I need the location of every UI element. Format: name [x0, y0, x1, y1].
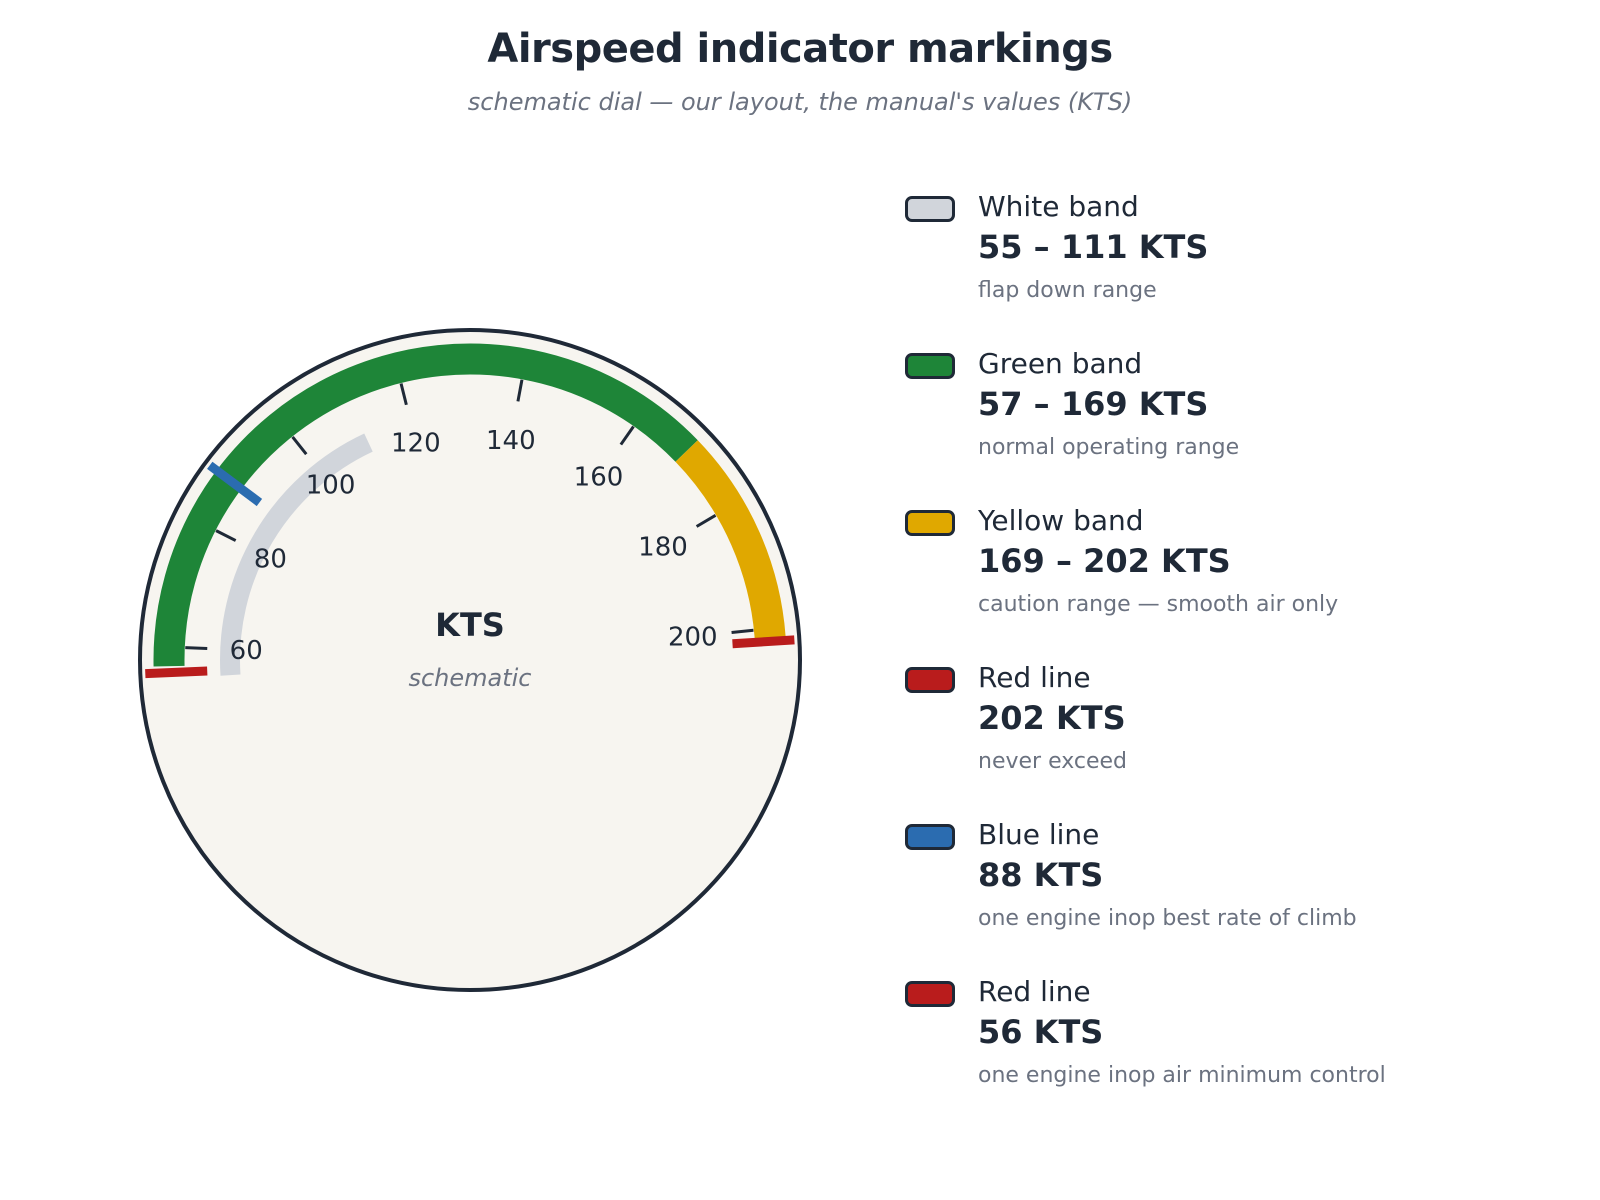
tick-label-60: 60 [230, 636, 263, 666]
legend-swatch [905, 824, 955, 850]
legend-desc: flap down range [978, 278, 1157, 303]
legend-value: 57 – 169 KTS [978, 385, 1209, 423]
legend-name: Yellow band [978, 504, 1144, 537]
legend-value: 88 KTS [978, 856, 1104, 894]
legend-item-yellow-band: Yellow band 169 – 202 KTS caution range … [905, 504, 1585, 661]
legend-item-red-line-vmc: Red line 56 KTS one engine inop air mini… [905, 975, 1585, 1132]
legend-desc: one engine inop air minimum control [978, 1063, 1386, 1088]
arc-white-band [220, 433, 373, 676]
legend-swatch [905, 981, 955, 1007]
arc-green-band [153, 343, 698, 667]
legend-value: 56 KTS [978, 1013, 1104, 1051]
arc-yellow-band [675, 440, 786, 643]
tick-80 [215, 529, 237, 542]
legend-desc: never exceed [978, 749, 1127, 774]
legend-item-green-band: Green band 57 – 169 KTS normal operating… [905, 347, 1585, 504]
tick-label-140: 140 [486, 426, 536, 456]
tick-label-180: 180 [638, 532, 688, 562]
legend-name: Red line [978, 975, 1091, 1008]
tick-60 [185, 646, 208, 651]
legend-item-white-band: White band 55 – 111 KTS flap down range [905, 190, 1585, 347]
tick-100 [291, 436, 308, 456]
tick-label-100: 100 [306, 471, 356, 501]
legend-desc: one engine inop best rate of climb [978, 906, 1357, 931]
tick-label-120: 120 [391, 429, 441, 459]
lines-layer [145, 461, 795, 679]
tick-label-80: 80 [254, 544, 287, 574]
chart-subtitle: schematic dial — our layout, the manual'… [467, 88, 1133, 116]
tick-200 [731, 628, 754, 635]
legend-item-blue-line: Blue line 88 KTS one engine inop best ra… [905, 818, 1585, 975]
legend-name: White band [978, 190, 1139, 223]
limit-red-line-56 [145, 666, 208, 679]
legend-name: Red line [978, 661, 1091, 694]
legend-value: 169 – 202 KTS [978, 542, 1231, 580]
legend-desc: caution range — smooth air only [978, 592, 1339, 617]
ticks-layer: 60 80 100 120 140 160 180 200 [185, 379, 754, 666]
legend-name: Blue line [978, 818, 1100, 851]
legend-desc: normal operating range [978, 435, 1240, 460]
tick-label-200: 200 [668, 623, 718, 653]
dial-unit-label: KTS [435, 606, 505, 644]
tick-label-160: 160 [574, 463, 624, 493]
tick-180 [695, 514, 717, 528]
legend: White band 55 – 111 KTS flap down range … [905, 190, 1585, 1132]
limit-red-line-202 [732, 635, 795, 649]
legend-swatch [905, 510, 955, 536]
legend-value: 55 – 111 KTS [978, 228, 1209, 266]
arcs-layer [153, 343, 786, 676]
legend-swatch [905, 667, 955, 693]
chart-title: Airspeed indicator markings [487, 26, 1113, 72]
tick-140 [516, 379, 524, 402]
legend-swatch [905, 196, 955, 222]
limit-blue-line-88 [207, 461, 263, 507]
legend-item-red-line-vne: Red line 202 KTS never exceed [905, 661, 1585, 818]
tick-160 [619, 425, 635, 446]
legend-value: 202 KTS [978, 699, 1126, 737]
dial-sublabel: schematic [408, 664, 531, 692]
tick-120 [399, 383, 408, 406]
legend-name: Green band [978, 347, 1143, 380]
airspeed-dial: 60 80 100 120 140 160 180 200 KTS schematic [138, 328, 802, 992]
legend-swatch [905, 353, 955, 379]
